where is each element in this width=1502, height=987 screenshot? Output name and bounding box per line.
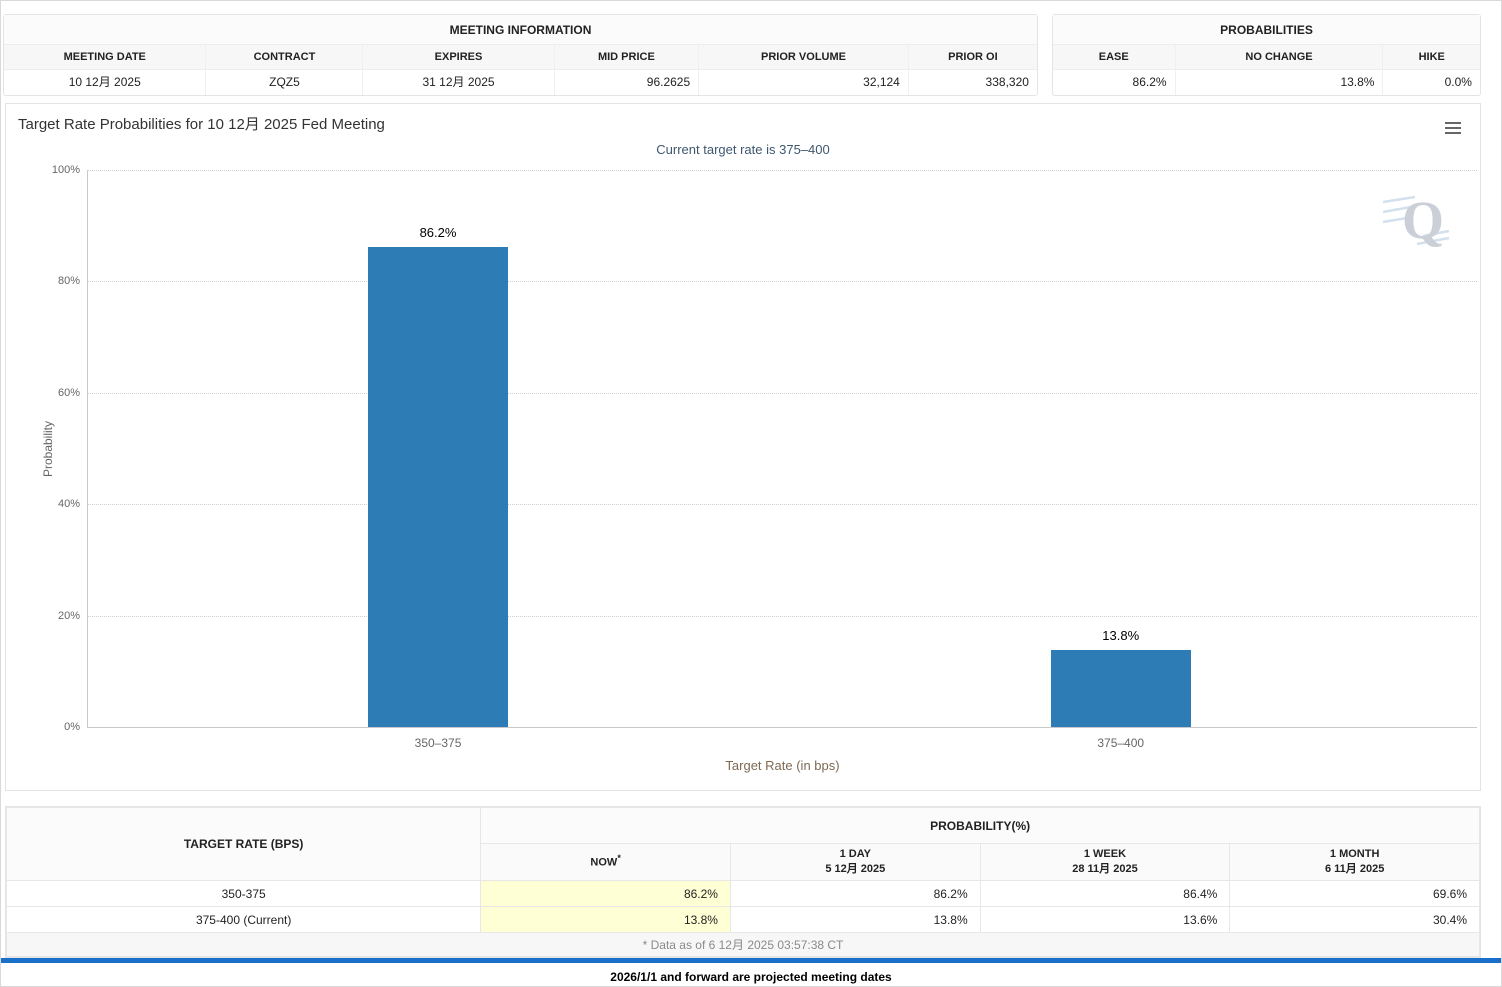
table-row: 350-375 86.2% 86.2% 86.4% 69.6% [5,880,1480,907]
one-day-label: 1 DAY [839,847,871,860]
plot-area: 100% 80% 60% 40% 20% 0% Probability [41,164,1477,773]
rate-375-400-current: 375-400 (Current) [5,906,482,933]
menu-line [1445,132,1461,134]
prior-oi-value: 338,320 [985,75,1029,89]
probabilities-panel: PROBABILITIES EASE NO CHANGE HIKE 86.2% … [1052,14,1481,96]
ytick-0: 0% [64,721,80,733]
bar-350-375[interactable]: 86.2% [368,170,509,727]
table-row: * Data as of 6 12月 2025 03:57:38 CT [6,932,1480,957]
mid-price-header: MID PRICE [554,45,700,70]
gridline-80 [88,281,1477,283]
one-week-date: 28 11月 2025 [1072,863,1138,875]
meeting-information-panel: MEETING INFORMATION MEETING DATE CONTRAC… [3,14,1038,96]
top-info-row: MEETING INFORMATION MEETING DATE CONTRAC… [1,1,1501,96]
projected-meeting-dates-note: 2026/1/1 and forward are projected meeti… [610,970,892,984]
now-value: 13.8% [480,906,731,933]
probability-table-panel: TARGET RATE (BPS) PROBABILITY(%) NOW* 1 … [5,806,1481,958]
one-week-label: 1 WEEK [1083,847,1127,860]
bar-375-400[interactable]: 13.8% [1050,170,1191,727]
svg-text:Q: Q [1402,190,1444,250]
chart-subtitle: Current target rate is 375–400 [656,142,830,157]
menu-line [1445,127,1461,129]
now-value: 86.2% [480,880,731,907]
meeting-information-title: MEETING INFORMATION [4,15,1037,45]
target-rate-bps-header: TARGET RATE (BPS) [5,807,482,881]
bar-rect-375-400[interactable] [1050,650,1191,727]
target-rate-chart: Target Rate Probabilities for 10 12月 202… [5,103,1481,791]
one-day-value: 86.2% [729,880,981,907]
xcat-350-375: 350–375 [414,736,462,750]
probability-table: TARGET RATE (BPS) PROBABILITY(%) NOW* 1 … [5,807,1480,957]
ease-header: EASE [1053,45,1176,70]
table-row: 375-400 (Current) 13.8% 13.8% 13.6% 30.4… [5,906,1480,933]
prior-volume-value: 32,124 [699,70,909,95]
gridline-100 [88,170,1477,171]
contract-value: ZQZ5 [206,70,364,95]
one-month-value: 30.4% [1229,906,1480,933]
one-month-date: 6 11月 2025 [1324,863,1385,875]
ease-value: 86.2% [1053,70,1176,95]
now-asterisk: * [617,853,621,864]
prior-volume-header: PRIOR VOLUME [699,45,909,70]
blue-divider [1,958,1501,963]
one-month-value: 69.6% [1229,880,1480,907]
data-as-of-footnote: * Data as of 6 12月 2025 03:57:38 CT [6,932,1480,957]
one-month-label: 1 MONTH [1329,847,1380,860]
contract-header: CONTRACT [206,45,364,70]
menu-line [1445,122,1461,124]
bar-value-label: 86.2% [419,224,457,240]
ytick-100: 100% [51,164,80,176]
hike-value: 0.0% [1444,75,1472,89]
meeting-information-headers: MEETING DATE CONTRACT EXPIRES MID PRICE … [4,45,1037,70]
ytick-20: 20% [57,609,80,622]
probabilities-title: PROBABILITIES [1053,15,1480,45]
meeting-date-value: 10 12月 2025 [4,70,207,95]
one-week-value: 86.4% [979,880,1231,907]
quikstrike-watermark-icon: Q [1381,188,1451,255]
xcat-375-400: 375–400 [1097,736,1145,750]
probabilities-headers: EASE NO CHANGE HIKE [1053,45,1480,70]
y-axis-title: Probability [41,420,56,477]
now-label: NOW [590,857,618,870]
probability-group-header: PROBABILITY(%) [480,807,1480,844]
ytick-60: 60% [57,386,80,399]
one-day-date: 5 12月 2025 [825,863,886,875]
one-day-value: 13.8% [729,906,981,933]
x-axis-title: Target Rate (in bps) [725,758,840,773]
ytick-40: 40% [57,498,80,511]
ytick-80: 80% [57,275,80,288]
now-column-header: NOW* [480,843,731,881]
hike-header: HIKE [1383,45,1480,70]
mid-price-value: 96.2625 [555,70,700,95]
prior-oi-header: PRIOR OI [908,45,1037,70]
one-month-column-header: 1 MONTH 6 11月 2025 [1229,843,1480,881]
chart-title: Target Rate Probabilities for 10 12月 202… [18,116,385,133]
one-day-column-header: 1 DAY 5 12月 2025 [729,843,981,881]
gridline-60 [88,392,1477,394]
gridline-20 [88,615,1477,617]
meeting-date-header: MEETING DATE [4,45,207,70]
bar-value-label: 13.8% [1102,628,1140,644]
bar-rect-350-375[interactable] [368,246,509,727]
expires-value: 31 12月 2025 [363,70,555,95]
probabilities-values: 86.2% 13.8% 0.0% [1053,70,1480,95]
no-change-value: 13.8% [1176,70,1384,95]
no-change-header: NO CHANGE [1175,45,1384,70]
one-week-column-header: 1 WEEK 28 11月 2025 [979,843,1231,881]
meeting-information-values: 10 12月 2025 ZQZ5 31 12月 2025 96.2625 32,… [4,70,1037,95]
gridline-40 [88,504,1477,506]
chart-context-menu-icon[interactable] [1442,117,1464,137]
expires-header: EXPIRES [363,45,555,70]
one-week-value: 13.6% [979,906,1231,933]
rate-350-375: 350-375 [5,880,482,907]
